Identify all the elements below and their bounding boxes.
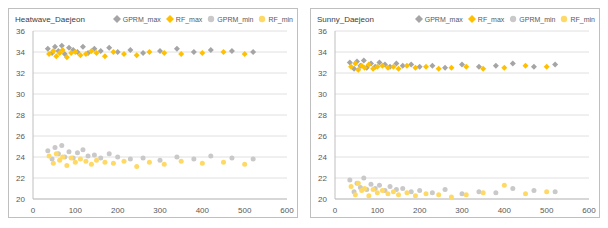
html-text:GPRM_min: GPRM_min	[519, 15, 556, 23]
svg-text:24: 24	[318, 153, 327, 162]
svg-text:0: 0	[31, 206, 36, 215]
svg-text:300: 300	[455, 206, 469, 215]
html-text:RF_min: RF_min	[570, 15, 595, 23]
svg-text:300: 300	[153, 206, 167, 215]
html-text:RF_min: RF_min	[268, 15, 293, 23]
svg-text:500: 500	[238, 206, 252, 215]
svg-text:100: 100	[69, 206, 83, 215]
html-text:RF_max: RF_max	[477, 15, 505, 23]
svg-text:26: 26	[16, 132, 25, 141]
svg-text:22: 22	[16, 174, 25, 183]
html-text:GPRM_min: GPRM_min	[217, 15, 254, 23]
html-text:GPRM_max: GPRM_max	[122, 15, 161, 23]
svg-text:400: 400	[498, 206, 512, 215]
svg-text:100: 100	[371, 206, 385, 215]
svg-text:500: 500	[540, 206, 554, 215]
svg-text:34: 34	[318, 48, 327, 57]
html-text:Sunny_Daejeon: Sunny_Daejeon	[317, 14, 374, 24]
svg-text:600: 600	[280, 206, 294, 215]
html-text:RF_max: RF_max	[175, 15, 203, 23]
svg-text:0: 0	[333, 206, 338, 215]
svg-text:24: 24	[16, 153, 25, 162]
svg-text:32: 32	[318, 69, 327, 78]
svg-text:400: 400	[196, 206, 210, 215]
svg-text:32: 32	[16, 69, 25, 78]
svg-text:20: 20	[318, 195, 327, 204]
html-text:Heatwave_Daejeon: Heatwave_Daejeon	[15, 14, 85, 24]
svg-text:200: 200	[413, 206, 427, 215]
html-text:GPRM_max: GPRM_max	[424, 15, 463, 23]
svg-text:34: 34	[16, 48, 25, 57]
svg-text:28: 28	[16, 111, 25, 120]
svg-text:26: 26	[318, 132, 327, 141]
svg-text:22: 22	[318, 174, 327, 183]
svg-text:30: 30	[16, 90, 25, 99]
svg-text:36: 36	[16, 27, 25, 36]
svg-text:20: 20	[16, 195, 25, 204]
svg-text:200: 200	[111, 206, 125, 215]
svg-text:36: 36	[318, 27, 327, 36]
svg-text:600: 600	[582, 206, 596, 215]
svg-text:28: 28	[318, 111, 327, 120]
svg-text:30: 30	[318, 90, 327, 99]
